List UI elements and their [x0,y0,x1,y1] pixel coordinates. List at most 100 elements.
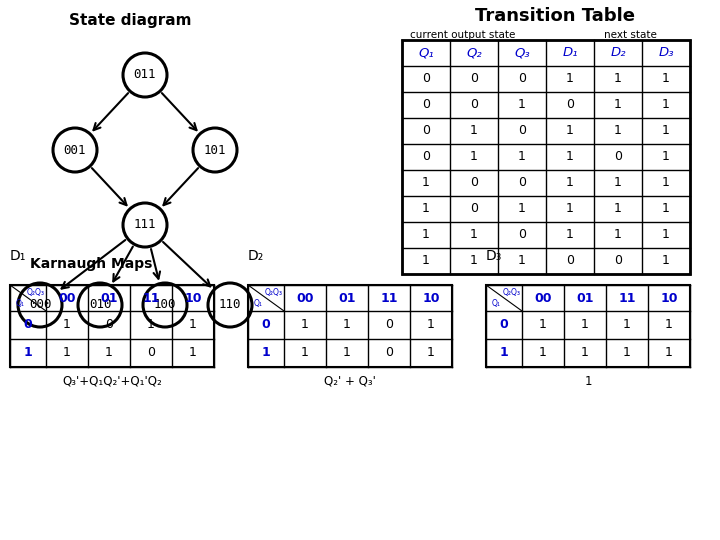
Text: 1: 1 [470,125,478,138]
Text: 111: 111 [134,219,156,232]
Text: 1: 1 [189,319,197,332]
Text: 1: 1 [500,347,508,360]
Text: 1: 1 [614,72,622,85]
Text: 001: 001 [64,144,86,157]
Text: 1: 1 [662,151,670,164]
Text: 10: 10 [660,292,678,305]
Text: 0: 0 [422,98,430,111]
Text: 0: 0 [518,228,526,241]
Text: 0: 0 [614,254,622,267]
Text: D₂: D₂ [610,46,626,59]
Text: 0: 0 [518,177,526,190]
Bar [486,285,690,367]
Text: Q₂: Q₂ [466,46,482,59]
Text: 1: 1 [343,319,351,332]
Text: 0: 0 [500,319,508,332]
Text: 1: 1 [566,125,574,138]
Circle shape [193,128,237,172]
Text: Q₁: Q₁ [418,46,434,59]
Text: 00: 00 [296,292,314,305]
Text: 1: 1 [566,228,574,241]
Text: Q₁: Q₁ [253,299,263,308]
Text: Karnaugh Maps: Karnaugh Maps [30,257,153,271]
Text: 01: 01 [338,292,356,305]
Text: Q₁: Q₁ [16,299,24,308]
Text: Q₂' + Q₃': Q₂' + Q₃' [324,375,376,388]
Text: next state: next state [603,30,657,40]
Text: 1: 1 [105,347,113,360]
Text: 101: 101 [204,144,226,157]
Text: 0: 0 [24,319,32,332]
Text: 1: 1 [614,98,622,111]
Text: Transition Table: Transition Table [475,7,635,25]
Text: 1: 1 [566,151,574,164]
Text: 1: 1 [539,319,547,332]
Text: 0: 0 [105,319,113,332]
Text: 1: 1 [301,319,309,332]
Text: D₁: D₁ [562,46,578,59]
Text: 1: 1 [427,347,435,360]
Text: 0: 0 [518,125,526,138]
Text: 10: 10 [184,292,202,305]
Circle shape [53,128,97,172]
Text: 01: 01 [576,292,594,305]
Text: 011: 011 [134,69,156,82]
Text: Q₃: Q₃ [514,46,530,59]
Text: 1: 1 [665,347,673,360]
Text: 110: 110 [219,299,241,312]
Text: 0: 0 [147,347,155,360]
Text: 10: 10 [422,292,440,305]
Text: 1: 1 [614,202,622,215]
Text: State diagram: State diagram [68,13,192,28]
Bar [10,285,214,367]
Text: 0: 0 [422,151,430,164]
Text: 1: 1 [665,319,673,332]
Circle shape [208,283,252,327]
Text: 1: 1 [581,319,589,332]
Text: 1: 1 [422,177,430,190]
Text: 1: 1 [662,254,670,267]
Text: 1: 1 [662,72,670,85]
Text: 1: 1 [614,177,622,190]
Text: 1: 1 [147,319,155,332]
Circle shape [78,283,122,327]
Text: 1: 1 [24,347,32,360]
Text: 00: 00 [58,292,76,305]
Text: 0: 0 [470,177,478,190]
Text: D₃: D₃ [658,46,674,59]
Text: 0: 0 [470,72,478,85]
Circle shape [18,283,62,327]
Text: 1: 1 [63,319,71,332]
Text: D₃: D₃ [486,249,503,263]
Text: 1: 1 [581,347,589,360]
Text: current output state: current output state [410,30,516,40]
Circle shape [123,53,167,97]
Text: 1: 1 [518,202,526,215]
Text: 1: 1 [566,202,574,215]
Text: 11: 11 [143,292,160,305]
Text: 0: 0 [422,125,430,138]
Text: 0: 0 [385,347,393,360]
Text: 1: 1 [566,177,574,190]
Text: 1: 1 [566,72,574,85]
Text: 0: 0 [385,319,393,332]
Text: 1: 1 [422,228,430,241]
Text: 00: 00 [534,292,552,305]
Text: 1: 1 [422,254,430,267]
Text: 0: 0 [470,202,478,215]
Bar [402,40,690,274]
Text: 1: 1 [470,254,478,267]
Text: 1: 1 [623,319,631,332]
Text: 1: 1 [662,125,670,138]
Text: 1: 1 [539,347,547,360]
Circle shape [143,283,187,327]
Text: D₂: D₂ [248,249,264,263]
Text: 11: 11 [380,292,397,305]
Text: 1: 1 [261,347,271,360]
Text: 1: 1 [614,228,622,241]
Text: 0: 0 [470,98,478,111]
Text: 1: 1 [422,202,430,215]
Text: 1: 1 [301,347,309,360]
Text: 1: 1 [470,228,478,241]
Text: 01: 01 [100,292,118,305]
